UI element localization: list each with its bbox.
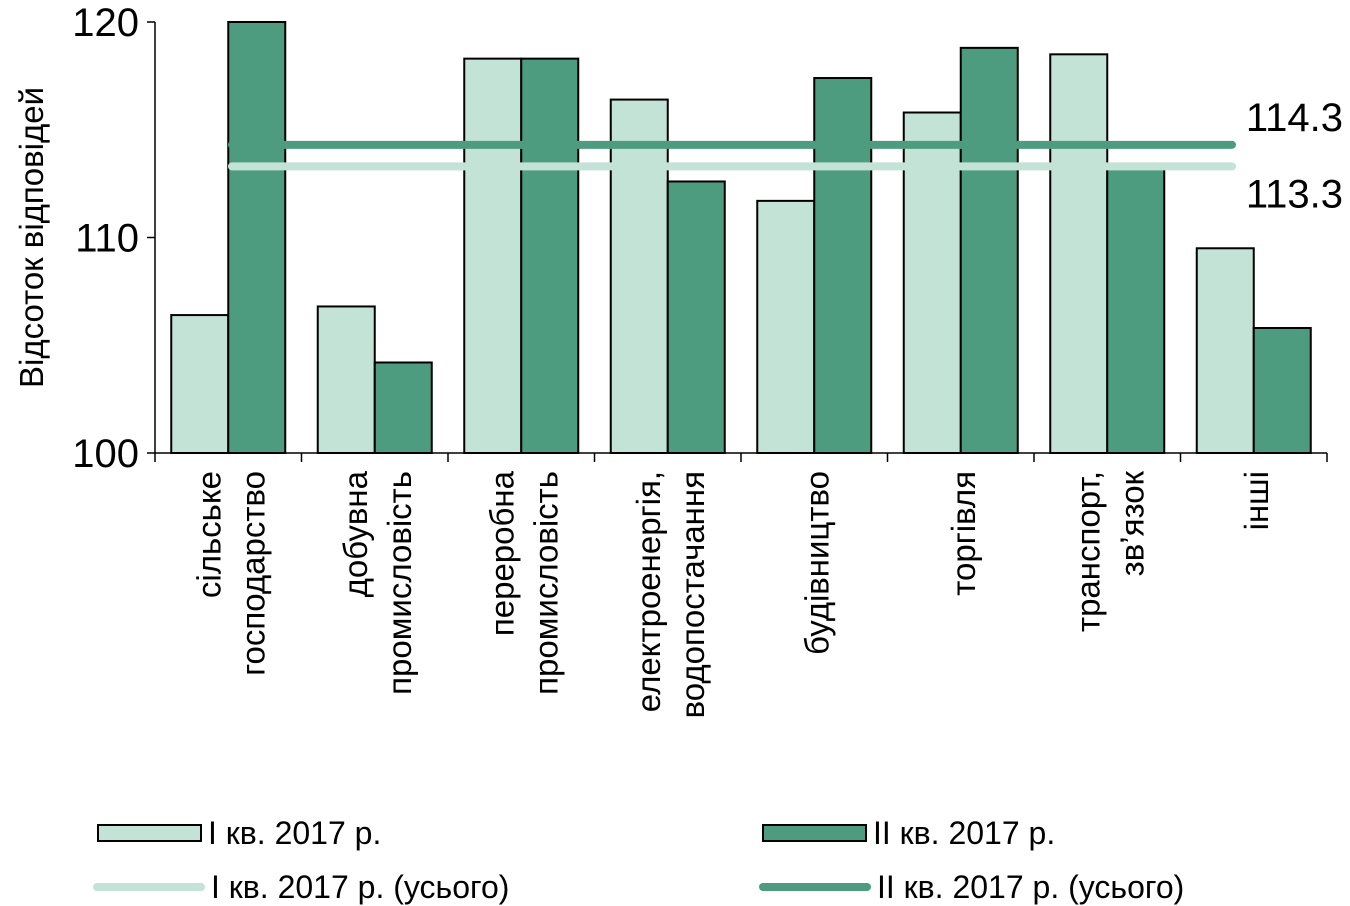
x-category-label-6-line-1: торгівля bbox=[945, 471, 982, 596]
bar-chart: 113.3 114.3 100 110 120 сільське господарство д… bbox=[13, 1, 1343, 718]
y-tick-label-2: 110 bbox=[75, 217, 139, 261]
legend-label-q1: I кв. 2017 р. bbox=[208, 814, 382, 851]
bar-series1-cat5 bbox=[756, 199, 816, 454]
bar-series1-cat2 bbox=[316, 305, 376, 454]
x-category-label-7-line-2: зв’язок bbox=[1113, 470, 1150, 576]
y-tick-label-1: 100 bbox=[72, 432, 139, 476]
legend-swatch-q2 bbox=[762, 824, 867, 842]
bar-series2-cat5 bbox=[813, 77, 873, 454]
bar-series1-cat3 bbox=[463, 57, 523, 454]
y-axis-title: Відсоток відповідей bbox=[13, 87, 50, 388]
legend-label-q2: II кв. 2017 р. bbox=[873, 814, 1056, 851]
x-category-label-3-line-1: переробна bbox=[483, 470, 520, 636]
bar-series2-cat7 bbox=[1106, 165, 1166, 454]
bar-series1-cat8 bbox=[1195, 247, 1255, 454]
bar-series2-cat2 bbox=[373, 361, 433, 454]
bar-series2-cat8 bbox=[1252, 327, 1312, 455]
reference-line-label-1: 113.3 bbox=[1246, 172, 1343, 216]
x-category-label-2-line-1: добувна bbox=[337, 470, 374, 597]
bar-series2-cat6 bbox=[959, 46, 1019, 455]
bar-series2-cat1 bbox=[227, 21, 287, 454]
y-tick-label-3: 120 bbox=[72, 1, 139, 45]
reference-line-label-2: 114.3 bbox=[1246, 96, 1343, 140]
legend-item-q1-total: I кв. 2017 р. (усього) bbox=[93, 867, 509, 906]
legend-line-q2-total bbox=[759, 883, 871, 891]
x-category-label-5-line-1: будівництво bbox=[798, 471, 835, 655]
bar-series1-cat7 bbox=[1049, 53, 1109, 454]
x-category-label-8-line-1: інші bbox=[1238, 471, 1275, 530]
bar-series1-cat1 bbox=[170, 314, 230, 454]
legend-item-q2-total: II кв. 2017 р. (усього) bbox=[759, 867, 1184, 906]
legend-item-q2: II кв. 2017 р. bbox=[762, 813, 1055, 853]
bar-series1-cat4 bbox=[609, 98, 669, 455]
bar-series2-cat3 bbox=[520, 57, 580, 454]
x-category-label-1-line-2: господарство bbox=[234, 471, 271, 676]
legend-label-q2-total: II кв. 2017 р. (усього) bbox=[877, 868, 1185, 905]
x-category-label-3-line-2: промисловість bbox=[527, 471, 564, 695]
legend-label-q1-total: I кв. 2017 р. (усього) bbox=[211, 868, 510, 905]
x-category-label-4-line-2: водопостачання bbox=[674, 471, 711, 718]
bar-series2-cat4 bbox=[666, 180, 726, 454]
legend-swatch-q1 bbox=[97, 824, 202, 842]
x-category-label-1-line-1: сільське bbox=[190, 471, 227, 598]
legend-item-q1: I кв. 2017 р. bbox=[97, 813, 381, 853]
x-category-label-7-line-1: транспорт, bbox=[1069, 471, 1106, 632]
x-category-label-2-line-2: промисловість bbox=[381, 471, 418, 695]
legend-line-q1-total bbox=[93, 883, 205, 891]
legend: I кв. 2017 р. II кв. 2017 р. I кв. 2017 … bbox=[0, 805, 1350, 906]
x-category-label-4-line-1: електроенергія, bbox=[630, 471, 667, 712]
